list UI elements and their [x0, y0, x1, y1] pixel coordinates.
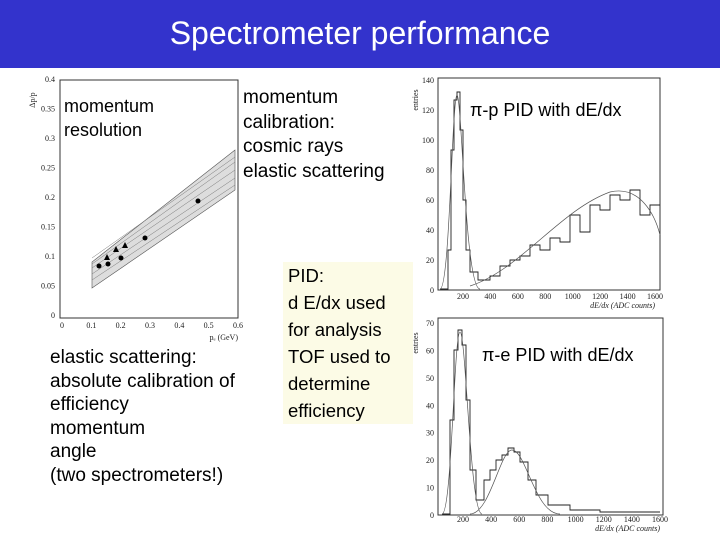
tick-label: 1200: [596, 515, 612, 524]
tick-label: 140: [422, 76, 434, 85]
tick-label: 600: [512, 292, 524, 301]
tick-label: 60: [426, 196, 434, 205]
frame: [437, 317, 664, 516]
pe-label: π-e PID with dE/dx: [482, 345, 634, 365]
calibration-note: momentum calibration: cosmic rays elastic s…: [243, 86, 385, 184]
tick-label: 0: [430, 511, 434, 520]
tick-label: 40: [426, 226, 434, 235]
pe-ticks: 70 60 50 40 30 20 10 0 200 400 600 800 1000 1200 1400 1…: [411, 319, 668, 533]
tick-label: 0.5: [204, 321, 214, 330]
tick-label: entries: [411, 89, 420, 110]
tick-label: 0.05: [41, 282, 55, 291]
tick-label: 120: [422, 106, 434, 115]
tick-label: 0.15: [41, 223, 55, 232]
band-hatch: [91, 156, 236, 281]
tick-label: 70: [426, 319, 434, 328]
fit: [439, 94, 661, 290]
tick-label: pₑ (GeV): [210, 333, 239, 342]
note-line: (two spectrometers!): [50, 464, 224, 486]
note-line: for analysis: [288, 319, 382, 340]
tick-label: 30: [426, 429, 434, 438]
tick-label: 0.1: [86, 321, 96, 330]
tick-label: 0.6: [233, 321, 243, 330]
note-line: elastic scattering:: [50, 347, 197, 368]
note-line: TOF used to: [288, 346, 391, 367]
note-line: determine: [288, 373, 371, 394]
tick-label: Δp/p: [28, 92, 37, 107]
tick-label: 1400: [620, 292, 636, 301]
tick-label: 400: [484, 292, 496, 301]
resolution-ticks: 0.4 0.35 0.3 0.25 0.2 0.15 0.1 0.05 00 0.1 0.2 0.3 0…: [28, 75, 243, 342]
note-line: d E/dx used: [288, 292, 386, 313]
tick-label: 200: [457, 292, 469, 301]
title-bar: Spectrometer performance: [0, 0, 720, 68]
resolution-note: momentum resolution: [64, 94, 155, 142]
tick-label: 0.25: [41, 164, 55, 173]
note-line: elastic scattering: [243, 160, 385, 182]
tick-label: 0.4: [45, 75, 55, 84]
note-line: momentum: [243, 87, 339, 108]
tick-label: 800: [541, 515, 553, 524]
tick-label: dE/dx (ADC counts): [595, 524, 660, 533]
tick-label: 0: [60, 321, 64, 330]
tick-label: 1600: [652, 515, 668, 524]
tick-label: 600: [513, 515, 525, 524]
elastic-note: elastic scattering: absolute calibration …: [50, 346, 235, 487]
tick-label: 800: [539, 292, 551, 301]
tick-label: 0.3: [145, 321, 155, 330]
tick-label: 0.2: [116, 321, 126, 330]
note-line: efficiency: [288, 400, 365, 421]
tick-label: 80: [426, 166, 434, 175]
tick-label: 1600: [647, 292, 663, 301]
tick-label: 50: [426, 374, 434, 383]
resolution-plot: [59, 79, 239, 319]
note-line: PID:: [288, 265, 324, 286]
tick-label: 10: [426, 484, 434, 493]
tick-label: 0.3: [45, 134, 55, 143]
note-line: momentum: [50, 417, 146, 439]
histogram: [440, 91, 660, 290]
tick-label: 20: [426, 456, 434, 465]
note-line: angle: [50, 441, 97, 462]
pp-label: π-p PID with dE/dx: [470, 100, 622, 120]
pid-note: PID: d E/dx used for analysis TOF used to de…: [283, 262, 413, 424]
tick-label: 40: [426, 401, 434, 410]
note-line: calibration:: [243, 111, 335, 133]
hist-pe: [437, 317, 664, 516]
note-line: absolute calibration of: [50, 370, 235, 392]
tick-label: 100: [422, 136, 434, 145]
points: [96, 198, 201, 269]
tick-label: 1400: [624, 515, 640, 524]
tick-label: 0.4: [174, 321, 184, 330]
note-line: efficiency: [50, 394, 129, 415]
frame: [59, 79, 239, 319]
tick-label: 60: [426, 346, 434, 355]
tick-label: 1000: [565, 292, 581, 301]
tick-label: entries: [411, 332, 420, 353]
tick-label: 1000: [568, 515, 584, 524]
tick-label: 0: [51, 311, 55, 320]
tick-label: dE/dx (ADC counts): [590, 301, 655, 310]
tick-label: 0.2: [45, 193, 55, 202]
tick-label: 1200: [592, 292, 608, 301]
histogram: [442, 329, 660, 515]
tick-label: 0.1: [45, 252, 55, 261]
tick-label: 0: [430, 286, 434, 295]
tick-label: 20: [426, 256, 434, 265]
note-line: cosmic rays: [243, 136, 344, 157]
note-line: momentum: [64, 96, 155, 116]
tick-label: 0.35: [41, 105, 55, 114]
tick-label: 400: [485, 515, 497, 524]
fit: [441, 331, 561, 515]
note-line: resolution: [64, 120, 143, 140]
frame: [437, 77, 661, 291]
title: Spectrometer performance: [169, 15, 551, 51]
tick-label: 200: [457, 515, 469, 524]
hist-pp: [437, 77, 661, 291]
